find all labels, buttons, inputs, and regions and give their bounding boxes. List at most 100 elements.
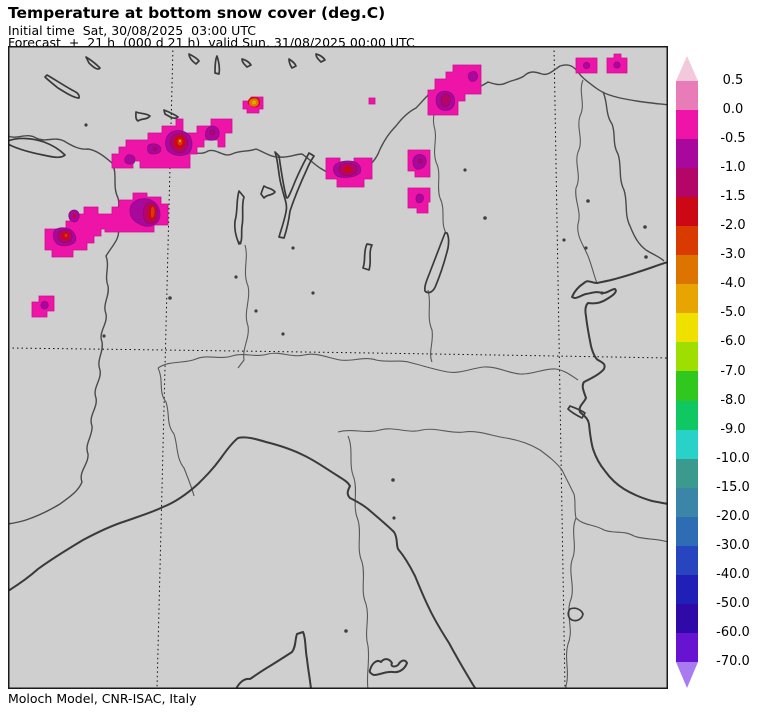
colorbar-tick-label: -3.0 [720,247,746,263]
colorbar-tick-label: -6.0 [720,334,746,350]
colorbar-segment [676,632,698,662]
colorbar-segment [676,197,698,227]
colorbar-segment [676,603,698,633]
small-lake-2 [214,55,221,75]
map-frame [8,46,668,689]
map-point-markers [84,123,648,633]
colorbar-tick-label: -15.0 [716,479,750,495]
colorbar-segment [676,516,698,546]
colorbar-segment [676,487,698,517]
map-svg [8,46,668,689]
colorbar-tick-label: -50.0 [716,595,750,611]
colorbar-tick-label: -60.0 [716,624,750,640]
meridian-line-west [156,46,174,689]
ligurian-tuscan-coastline [8,436,477,689]
liguria-border [157,367,195,497]
lake-lugano [260,185,276,199]
trentino-border [432,97,447,234]
colorbar-arrow-top-shape [676,56,698,81]
patch-ortles-maroon [440,93,451,107]
colorbar-segment [676,226,698,256]
corsica-coastline [235,631,312,689]
small-lake-4 [288,58,297,69]
colorbar-segment [676,255,698,285]
colorbar-tick-label: -40.0 [716,566,750,582]
colorbar-segment [676,313,698,343]
patch-adige-north-maroon [418,158,423,164]
patch-granparadiso-red-mid [72,214,77,218]
colorbar-segment [676,458,698,488]
lake-geneva [8,137,66,159]
colorbar-segment [676,574,698,604]
map-background [8,46,668,689]
meridian-line-east [553,46,566,689]
colorbar-tick-label: -5.0 [720,305,746,321]
lake-thun [163,109,179,120]
colorbar-tick-label: -1.5 [720,189,746,205]
colorbar: 0.5 0.0 -0.5 -1.0 -1.5 -2.0 -3.0 -4.0 -5.0 -6.0 -7… [668,50,760,700]
lake-lucerne [134,111,151,122]
colorbar-segment [676,429,698,459]
small-lake-3 [241,58,252,68]
lakes [8,53,586,622]
colorbar-tick-label: -70.0 [716,654,750,669]
patch-granparadiso-orange-e [150,206,155,218]
friuli-border [575,79,598,284]
patch-ne-square-1-purple [582,61,591,70]
regional-borders [157,79,668,689]
small-lake-5 [315,53,326,63]
graticule-gridlines [8,46,668,689]
colorbar-tick-label: -10.0 [716,450,750,466]
colorbar-segment [676,400,698,430]
tuscany-emilia-border [337,428,577,519]
patch-ne-square-2-purple [613,61,621,69]
garda-south-border [427,289,433,363]
colorbar-tick-label: -7.0 [720,363,746,379]
patch-ticino-red [343,166,352,173]
colorbar-arrow-top [676,56,698,81]
colorbar-segment [676,81,698,111]
lake-comacchio [567,405,586,419]
colorbar-segment [676,284,698,314]
slovenia-border [602,91,665,262]
colorbar-tick-label: -20.0 [716,508,750,524]
france-italy-border [8,162,120,525]
colorbar-tick-label: -4.0 [720,276,746,292]
colorbar-tick-label: 0.0 [722,102,744,118]
colorbar-segment [676,371,698,401]
patch-valais-ne-maroon [209,129,216,136]
apennine-border [157,352,579,381]
colorbar-tick-label: 0.5 [722,73,744,88]
patch-ticino-speck [368,97,376,105]
lake-neuchatel [44,74,80,99]
patch-valais-core-maroon-dot [152,146,158,152]
colorbar-tick-label: -9.0 [720,421,746,437]
patch-sw-spot-purple [40,301,49,310]
elba-island [368,658,408,676]
colorbar-tick-label: -30.0 [716,537,750,553]
lake-trasimeno [567,607,584,622]
colorbar-segments [676,81,698,662]
umbria-border [565,517,577,689]
colorbar-segment [676,110,698,140]
patch-valais-core-purple-small [124,154,136,165]
tuscany-west-border [347,435,370,689]
piedmont-lombardy-border [237,244,250,369]
map-canvas [8,46,668,689]
page-title: Temperature at bottom snow cover (deg.C) [8,4,386,22]
model-credit: Moloch Model, CNR-ISAC, Italy [8,691,197,706]
colorbar-segment [676,342,698,372]
patch-adige-south-purple [415,193,424,204]
lake-garda [423,232,450,294]
colorbar-segment [676,545,698,575]
colorbar-tick-label: -2.0 [720,218,746,234]
colorbar-tick-label: -8.0 [720,392,746,408]
lake-como [274,151,315,239]
patch-granparadiso-orange-w [64,234,68,237]
colorbar-segment [676,168,698,198]
colorbar-arrow-bottom-shape [676,662,698,688]
adriatic-coastline [571,261,668,505]
colorbar-arrow-bottom [676,662,698,688]
colorbar-tick-label: -1.0 [720,160,746,176]
